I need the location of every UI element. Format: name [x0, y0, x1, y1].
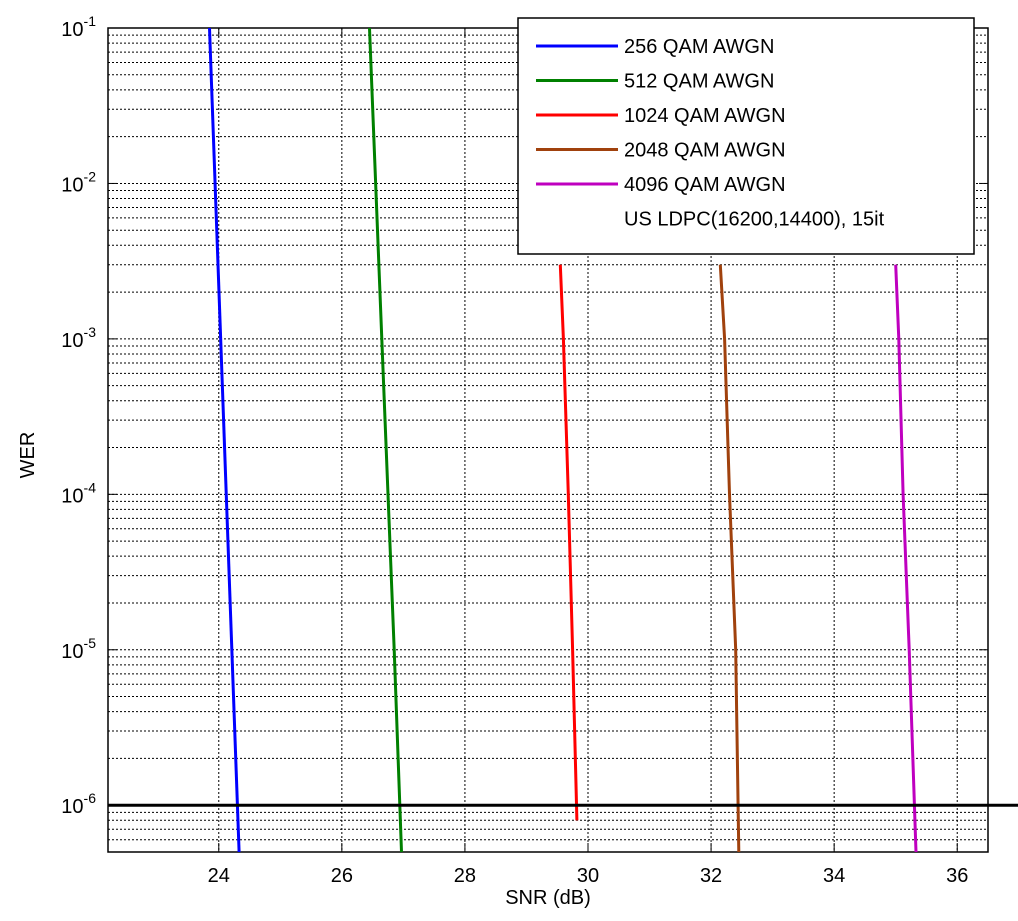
- legend-entry: 256 QAM AWGN: [624, 36, 774, 58]
- y-tick-label: 10-2: [61, 168, 96, 196]
- y-tick-base: 10: [61, 19, 83, 41]
- y-tick-exponent: -5: [84, 635, 97, 651]
- legend-entry: 1024 QAM AWGN: [624, 105, 786, 127]
- x-tick-label: 30: [577, 865, 599, 887]
- legend-entry: 4096 QAM AWGN: [624, 174, 786, 196]
- y-axis-label: WER: [17, 432, 39, 479]
- series-line-256-qam-awgn: [208, 27, 241, 853]
- y-tick-label: 10-4: [61, 479, 96, 507]
- legend-entry: 2048 QAM AWGN: [624, 140, 786, 162]
- series-line-512-qam-awgn: [368, 27, 403, 853]
- grid: [108, 27, 988, 853]
- x-tick-label: 34: [823, 865, 845, 887]
- y-tick-base: 10: [61, 485, 83, 507]
- y-tick-exponent: -3: [84, 324, 97, 340]
- y-tick-label: 10-3: [61, 324, 96, 352]
- y-tick-label: 10-5: [61, 635, 96, 663]
- series-line-4096-qam-awgn: [894, 264, 918, 853]
- y-tick-label: 10-6: [61, 790, 96, 818]
- y-tick-label: 10-1: [61, 13, 96, 41]
- legend-entry: 512 QAM AWGN: [624, 71, 774, 93]
- y-tick-exponent: -6: [84, 790, 97, 806]
- y-tick-base: 10: [61, 330, 83, 352]
- series-line-1024-qam-awgn: [558, 264, 579, 821]
- y-tick-base: 10: [61, 174, 83, 196]
- y-tick-base: 10: [61, 641, 83, 663]
- series-lines: [208, 27, 918, 853]
- y-tick-base: 10: [61, 796, 83, 818]
- legend: 256 QAM AWGN 512 QAM AWGN 1024 QAM AWGN 204…: [517, 17, 975, 255]
- x-axis-label: SNR (dB): [505, 887, 591, 909]
- y-tick-exponent: -1: [84, 13, 97, 29]
- series-line-2048-qam-awgn: [718, 264, 741, 853]
- x-tick-label: 24: [208, 865, 230, 887]
- legend-box: [517, 17, 975, 255]
- y-tick-exponent: -4: [84, 479, 97, 495]
- legend-note: US LDPC(16200,14400), 15it: [624, 209, 885, 231]
- y-tick-exponent: -2: [84, 168, 97, 184]
- x-tick-label: 26: [331, 865, 353, 887]
- x-tick-label: 36: [946, 865, 968, 887]
- x-tick-label: 28: [454, 865, 476, 887]
- x-tick-label: 32: [700, 865, 722, 887]
